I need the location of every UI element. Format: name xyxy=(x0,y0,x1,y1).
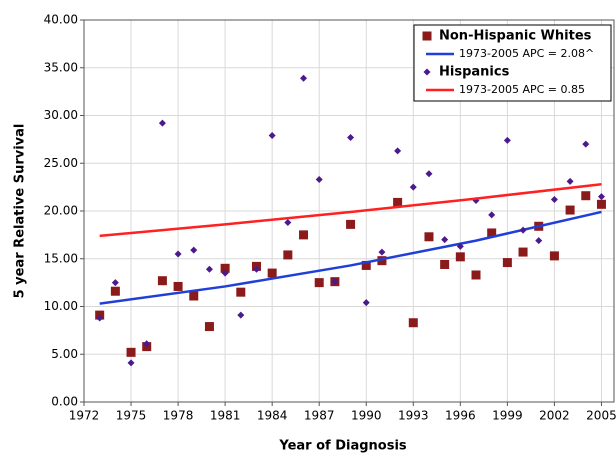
legend-label: 1973-2005 APC = 2.08^ xyxy=(459,47,594,60)
y-tick-label: 20.00 xyxy=(44,204,78,218)
diamond-marker xyxy=(221,269,229,277)
diamond-marker xyxy=(174,250,182,258)
x-tick-label: 1972 xyxy=(69,409,100,423)
legend-label: Non-Hispanic Whites xyxy=(439,29,592,44)
square-marker xyxy=(157,276,167,286)
diamond-marker xyxy=(315,175,323,183)
diamond-marker xyxy=(550,196,558,204)
diamond-marker xyxy=(252,265,260,273)
diamond-marker xyxy=(582,140,590,148)
square-marker xyxy=(424,232,434,242)
trend-line xyxy=(99,210,602,305)
diamond-marker xyxy=(300,74,308,82)
diamond-marker xyxy=(205,265,213,273)
diamond-marker xyxy=(394,147,402,155)
square-marker xyxy=(422,31,432,41)
y-tick-label: 15.00 xyxy=(44,251,78,265)
square-marker xyxy=(283,250,293,260)
square-marker xyxy=(267,268,277,278)
square-marker xyxy=(440,259,450,269)
diamond-marker xyxy=(409,183,417,191)
y-tick-label: 30.00 xyxy=(44,108,78,122)
diamond-marker xyxy=(143,340,151,348)
diamond-marker xyxy=(425,170,433,178)
x-tick-label: 1993 xyxy=(398,409,429,423)
x-tick-label: 1987 xyxy=(304,409,335,423)
x-tick-label: 2005 xyxy=(586,409,616,423)
diamond-marker xyxy=(127,359,135,367)
square-marker xyxy=(393,197,403,207)
square-marker xyxy=(502,258,512,268)
x-tick-label: 1975 xyxy=(116,409,147,423)
diamond-marker xyxy=(111,279,119,287)
diamond-marker xyxy=(331,278,339,286)
y-tick-label: 40.00 xyxy=(44,13,78,27)
diamond-marker xyxy=(284,218,292,226)
diamond-marker xyxy=(503,136,511,144)
square-marker xyxy=(220,263,230,273)
square-marker xyxy=(487,228,497,238)
square-marker xyxy=(236,287,246,297)
diamond-marker xyxy=(96,314,104,322)
plot-frame xyxy=(83,19,615,403)
diamond-marker xyxy=(488,211,496,219)
y-axis-title: 5 year Relative Survival xyxy=(13,124,28,299)
diamond-marker xyxy=(237,311,245,319)
diamond-marker xyxy=(423,68,431,76)
square-marker xyxy=(565,205,575,215)
x-tick-label: 1999 xyxy=(492,409,523,423)
square-marker xyxy=(408,318,418,328)
x-tick-label: 1996 xyxy=(445,409,476,423)
square-marker xyxy=(596,199,606,209)
square-marker xyxy=(377,256,387,266)
y-tick-label: 25.00 xyxy=(44,156,78,170)
square-marker xyxy=(455,252,465,262)
x-tick-label: 1978 xyxy=(163,409,194,423)
diamond-marker xyxy=(566,177,574,185)
square-marker xyxy=(173,281,183,291)
diamond-marker xyxy=(158,119,166,127)
square-marker xyxy=(346,219,356,229)
square-marker xyxy=(189,291,199,301)
diamond-marker xyxy=(456,242,464,250)
square-marker xyxy=(581,191,591,201)
square-marker xyxy=(126,347,136,357)
diamond-marker xyxy=(268,132,276,140)
x-tick-label: 2002 xyxy=(539,409,570,423)
legend-label: 1973-2005 APC = 0.85 xyxy=(459,83,585,96)
square-marker xyxy=(314,278,324,288)
x-tick-label: 1984 xyxy=(257,409,288,423)
x-tick-label: 1990 xyxy=(351,409,382,423)
diamond-marker xyxy=(347,133,355,141)
square-marker xyxy=(110,286,120,296)
square-marker xyxy=(361,260,371,270)
y-tick-label: 5.00 xyxy=(51,347,78,361)
x-axis-title: Year of Diagnosis xyxy=(278,439,407,454)
diamond-marker xyxy=(597,193,605,201)
square-marker xyxy=(299,230,309,240)
diamond-marker xyxy=(378,248,386,256)
diamond-marker xyxy=(441,236,449,244)
trend-line xyxy=(99,183,602,238)
square-marker xyxy=(204,322,214,332)
y-tick-label: 0.00 xyxy=(51,395,78,409)
legend-label: Hispanics xyxy=(439,65,510,80)
square-marker xyxy=(518,247,528,257)
y-tick-label: 35.00 xyxy=(44,60,78,74)
diamond-marker xyxy=(519,226,527,234)
y-tick-label: 10.00 xyxy=(44,299,78,313)
square-marker xyxy=(471,270,481,280)
diamond-marker xyxy=(362,299,370,307)
diamond-marker xyxy=(535,237,543,245)
diamond-marker xyxy=(190,246,198,254)
x-tick-label: 1981 xyxy=(210,409,241,423)
legend-box xyxy=(413,24,612,102)
square-marker xyxy=(549,251,559,261)
